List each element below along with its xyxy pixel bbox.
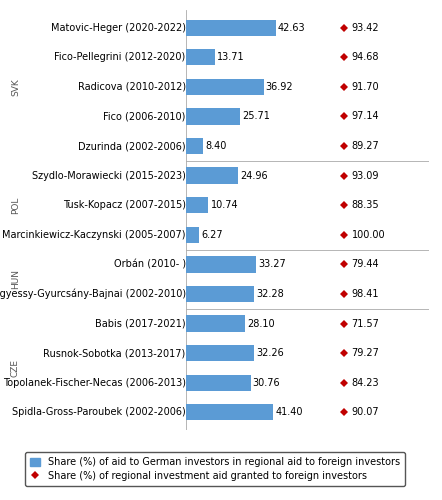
Text: Babis (2017-2021): Babis (2017-2021)	[95, 318, 186, 328]
Text: 25.71: 25.71	[242, 112, 270, 122]
Bar	[186, 226, 199, 243]
Text: Radicova (2010-2012): Radicova (2010-2012)	[77, 82, 186, 92]
Text: 90.07: 90.07	[351, 408, 379, 418]
Bar	[186, 108, 240, 124]
Text: Fico-Pellegrini (2012-2020): Fico-Pellegrini (2012-2020)	[54, 52, 186, 62]
Text: 24.96: 24.96	[240, 170, 268, 180]
Bar	[186, 286, 254, 302]
Text: 89.27: 89.27	[351, 141, 379, 151]
Text: Tusk-Kopacz (2007-2015): Tusk-Kopacz (2007-2015)	[63, 200, 186, 210]
Text: 79.27: 79.27	[351, 348, 380, 358]
Bar	[186, 138, 203, 154]
Legend: Share (%) of aid to German investors in regional aid to foreign investors, Share: Share (%) of aid to German investors in …	[25, 452, 404, 486]
Bar	[186, 256, 256, 272]
Text: Orbán (2010- ): Orbán (2010- )	[114, 260, 186, 270]
Text: HUN: HUN	[11, 269, 20, 289]
Text: 79.44: 79.44	[351, 260, 379, 270]
Text: Spidla-Gross-Paroubek (2002-2006): Spidla-Gross-Paroubek (2002-2006)	[12, 408, 186, 418]
Text: 13.71: 13.71	[217, 52, 244, 62]
Bar	[186, 49, 215, 66]
Text: 84.23: 84.23	[351, 378, 379, 388]
Bar	[186, 374, 251, 391]
Text: 94.68: 94.68	[351, 52, 379, 62]
Bar	[186, 20, 276, 36]
Bar	[186, 345, 254, 361]
Bar	[186, 197, 208, 214]
Text: Dzurinda (2002-2006): Dzurinda (2002-2006)	[78, 141, 186, 151]
Text: 88.35: 88.35	[351, 200, 379, 210]
Bar	[186, 79, 264, 95]
Text: Medgyessy-Gyurcsány-Bajnai (2002-2010): Medgyessy-Gyurcsány-Bajnai (2002-2010)	[0, 288, 186, 299]
Text: Szydlo-Morawiecki (2015-2023): Szydlo-Morawiecki (2015-2023)	[32, 170, 186, 180]
Text: 93.09: 93.09	[351, 170, 379, 180]
Text: Fico (2006-2010): Fico (2006-2010)	[103, 112, 186, 122]
Text: 10.74: 10.74	[210, 200, 238, 210]
Text: 100.00: 100.00	[351, 230, 385, 240]
Text: POL: POL	[11, 196, 20, 214]
Text: 28.10: 28.10	[247, 318, 275, 328]
Text: Marcinkiewicz-Kaczynski (2005-2007): Marcinkiewicz-Kaczynski (2005-2007)	[2, 230, 186, 240]
Text: Rusnok-Sobotka (2013-2017): Rusnok-Sobotka (2013-2017)	[43, 348, 186, 358]
Text: 93.42: 93.42	[351, 22, 379, 32]
Text: 8.40: 8.40	[206, 141, 227, 151]
Text: 71.57: 71.57	[351, 318, 380, 328]
Text: 6.27: 6.27	[201, 230, 223, 240]
Bar	[186, 316, 245, 332]
Text: 36.92: 36.92	[266, 82, 293, 92]
Text: 32.28: 32.28	[256, 289, 284, 299]
Text: CZE: CZE	[11, 359, 20, 377]
Text: 30.76: 30.76	[253, 378, 280, 388]
Text: Topolanek-Fischer-Necas (2006-2013): Topolanek-Fischer-Necas (2006-2013)	[3, 378, 186, 388]
Text: 42.63: 42.63	[278, 22, 305, 32]
Text: 41.40: 41.40	[275, 408, 303, 418]
Text: 98.41: 98.41	[351, 289, 379, 299]
Text: 33.27: 33.27	[258, 260, 286, 270]
Text: Matovic-Heger (2020-2022): Matovic-Heger (2020-2022)	[51, 22, 186, 32]
Text: SVK: SVK	[11, 78, 20, 96]
Text: 91.70: 91.70	[351, 82, 379, 92]
Bar	[186, 168, 238, 184]
Text: 97.14: 97.14	[351, 112, 379, 122]
Text: 32.26: 32.26	[256, 348, 284, 358]
Bar	[186, 404, 273, 420]
